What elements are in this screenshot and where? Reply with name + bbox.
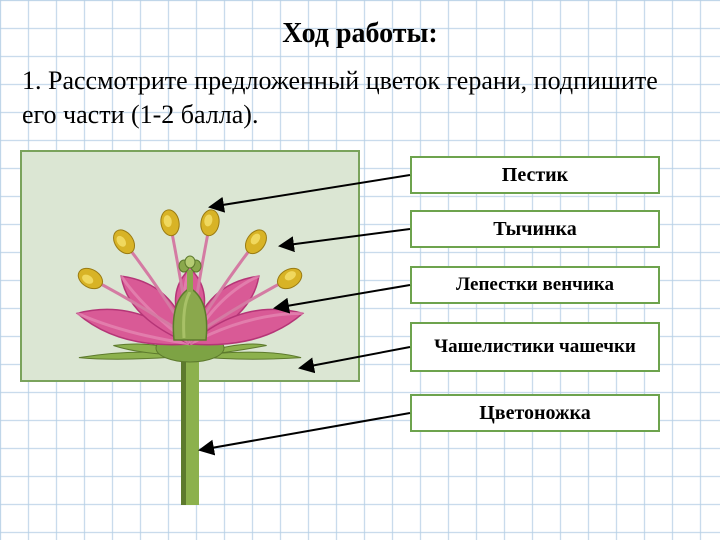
arrows xyxy=(0,0,720,540)
